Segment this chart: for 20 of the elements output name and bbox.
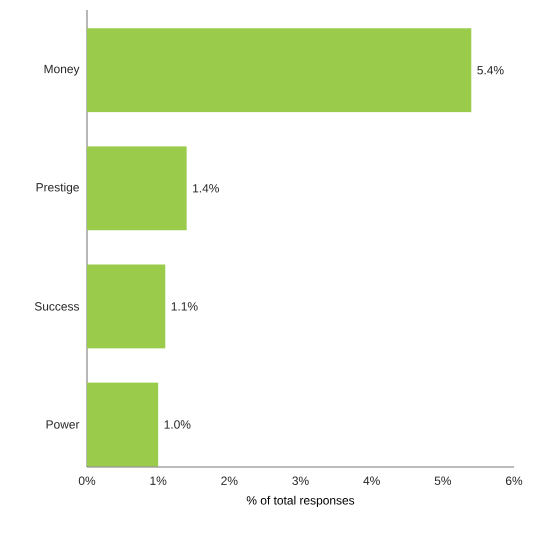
data-label: 5.4% bbox=[477, 66, 504, 74]
x-tick-label: 6% bbox=[506, 476, 522, 485]
x-axis-title: % of total responses bbox=[246, 496, 354, 507]
x-tick-label: 5% bbox=[434, 476, 452, 485]
x-tick-label: 3% bbox=[292, 476, 309, 485]
y-tick-label: Success bbox=[34, 302, 80, 311]
x-tick-label: 0% bbox=[78, 476, 96, 485]
y-tick-label: Power bbox=[46, 420, 80, 429]
bar bbox=[87, 146, 187, 230]
x-tick-label: 4% bbox=[363, 476, 380, 485]
data-label: 1.0% bbox=[164, 420, 191, 429]
bar bbox=[87, 264, 166, 348]
data-label: 1.1% bbox=[172, 302, 198, 311]
y-tick-label: Money bbox=[44, 64, 80, 76]
data-label: 1.4% bbox=[193, 184, 219, 192]
y-tick-label: Prestige bbox=[36, 182, 79, 194]
x-tick-label: 1% bbox=[150, 476, 166, 485]
bar bbox=[87, 28, 472, 112]
bar bbox=[87, 382, 158, 466]
x-tick-label: 2% bbox=[221, 476, 238, 485]
